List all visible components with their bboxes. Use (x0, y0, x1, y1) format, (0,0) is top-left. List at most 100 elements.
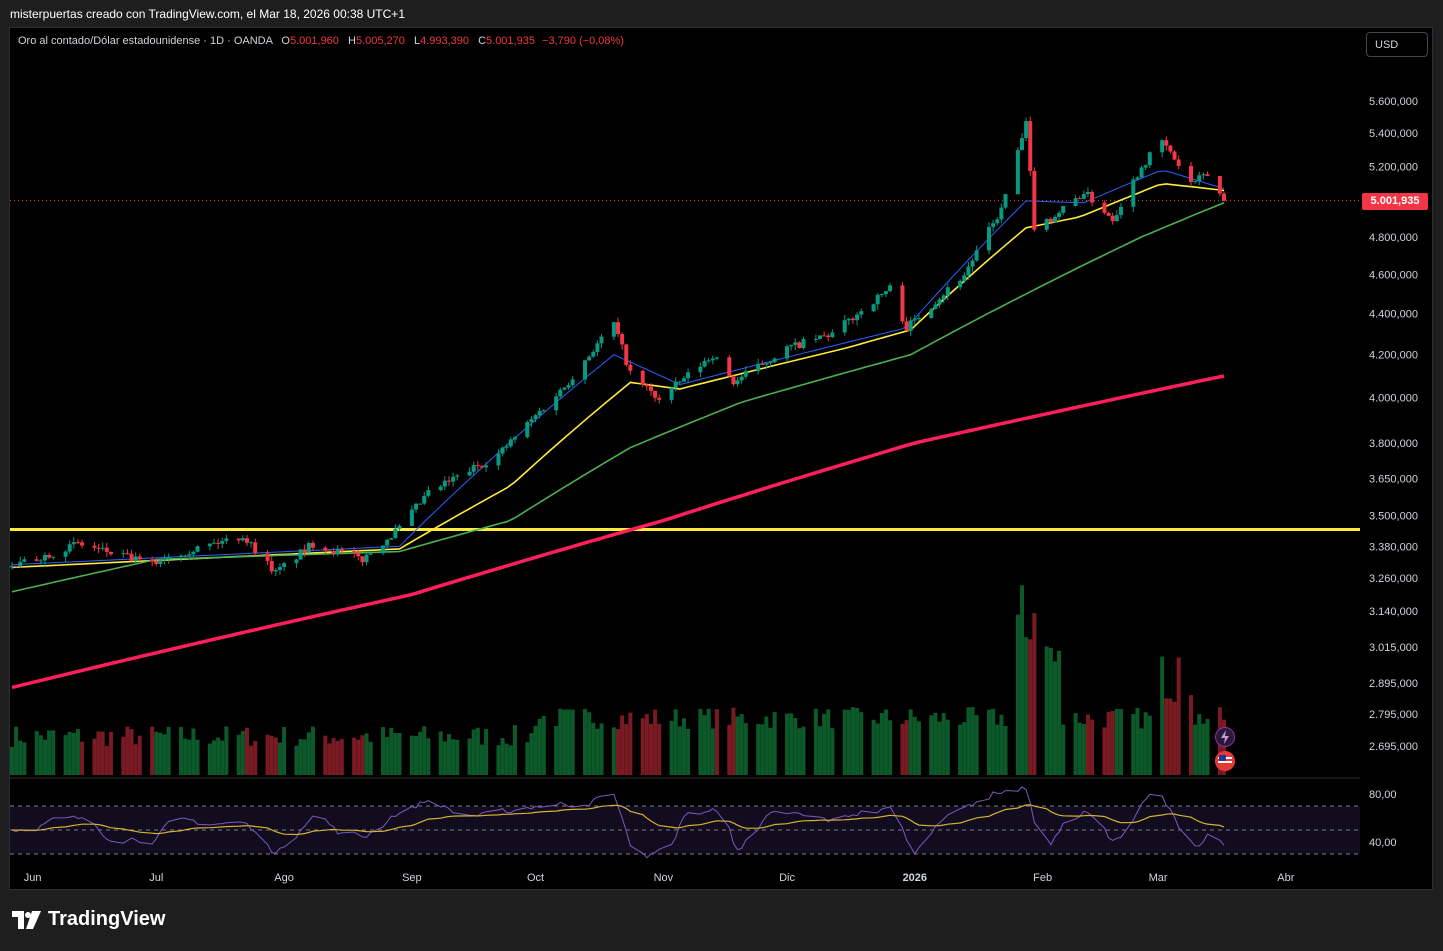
volume-bar (937, 721, 942, 775)
currency-button[interactable]: USD (1366, 32, 1428, 57)
price-tick-label: 3.140,000 (1369, 606, 1418, 618)
volume-bar (541, 715, 546, 775)
volume-bar (987, 709, 992, 775)
symbol-name[interactable]: Oro al contado/Dólar estadounidense · 1D… (18, 35, 273, 47)
volume-bar (554, 725, 559, 775)
volume-bar (640, 718, 645, 775)
candle-body (702, 360, 707, 367)
volume-bar (760, 724, 765, 775)
rsi-tick-label: 40,00 (1369, 837, 1397, 849)
volume-bar (970, 707, 975, 775)
volume-bar (1139, 728, 1144, 775)
volume-bar (677, 726, 682, 775)
volume-bar (240, 730, 245, 775)
volume-bar (323, 735, 328, 775)
candle-body (1222, 193, 1226, 201)
candle-body (451, 476, 456, 482)
candle-body (727, 357, 732, 376)
candle-body (504, 446, 509, 448)
candle-body (1131, 179, 1136, 207)
candle-body (512, 437, 517, 440)
candle-body (195, 546, 200, 552)
candle-body (599, 336, 604, 344)
candle-body (529, 419, 534, 423)
candle-body (859, 311, 864, 315)
volume-bar (129, 729, 134, 775)
candle-body (183, 555, 188, 557)
close-label: C (478, 35, 487, 47)
candle-body (1197, 175, 1202, 182)
volume-bar (508, 745, 513, 775)
candle-body (1139, 167, 1144, 178)
volume-bar (846, 710, 851, 775)
candle-body (958, 280, 963, 288)
volume-bar (10, 746, 14, 775)
volume-bar (698, 708, 703, 775)
candle-body (224, 538, 229, 541)
candle-body (1135, 177, 1140, 180)
rsi-tick-label: 80,00 (1369, 789, 1397, 801)
volume-bar (785, 713, 790, 775)
candle-body (912, 318, 917, 321)
volume-bar (471, 729, 476, 775)
volume-bar (529, 733, 534, 775)
candle-body (970, 260, 975, 267)
volume-bar (756, 724, 761, 775)
last-price-badge: 5.001,935 (1362, 193, 1428, 210)
volume-bar (1197, 714, 1202, 775)
candle-body (393, 528, 398, 539)
volume-bar (166, 726, 171, 775)
volume-bar (96, 731, 101, 775)
candle-body (426, 490, 431, 496)
volume-bar (1160, 656, 1165, 775)
volume-bar (1077, 722, 1082, 775)
volume-bar (702, 714, 707, 775)
volume-bar (179, 727, 184, 775)
volume-bar (1106, 711, 1111, 775)
volume-bar (587, 712, 592, 775)
candle-body (830, 332, 835, 338)
volume-bar (306, 732, 311, 775)
volume-bar (1024, 637, 1029, 775)
volume-bar (929, 715, 934, 775)
candle-body (611, 322, 616, 337)
candle-body (236, 538, 241, 541)
price-tick-label: 3.380,000 (1369, 541, 1418, 553)
volume-bar (908, 709, 913, 775)
candle-body (916, 318, 921, 320)
volume-bar (80, 741, 85, 775)
time-tick-label: Mar (1149, 872, 1168, 884)
volume-bar (137, 735, 142, 775)
time-tick-label: Oct (527, 872, 544, 884)
volume-bar (710, 728, 715, 775)
volume-bar (673, 709, 678, 775)
candle-body (883, 291, 888, 295)
candle-body (1164, 140, 1169, 146)
candle-body (673, 381, 678, 388)
candle-body (75, 542, 80, 544)
open-value: 5.001,960 (289, 35, 339, 47)
volume-bar (797, 728, 802, 775)
high-value: 5.005,270 (355, 35, 405, 47)
volume-bar (282, 727, 287, 775)
candle-body (1028, 121, 1033, 171)
volume-bar (900, 723, 905, 775)
candle-body (1160, 140, 1165, 153)
volume-bar (591, 722, 596, 775)
volume-bar (1201, 723, 1206, 775)
volume-bar (1032, 613, 1037, 775)
time-tick-label: Jul (149, 872, 163, 884)
volume-bar (100, 731, 105, 775)
candle-body (471, 465, 476, 472)
candle-body (1189, 165, 1194, 182)
candle-body (381, 545, 386, 554)
volume-bar (714, 709, 719, 775)
chart-caption: misterpuertas creado con TradingView.com… (10, 7, 405, 21)
us-flag-icon[interactable] (1215, 751, 1235, 771)
candle-body (38, 560, 43, 562)
symbol-legend: Oro al contado/Dólar estadounidense · 1D… (18, 35, 624, 47)
candle-body (669, 387, 674, 400)
lightning-icon[interactable] (1215, 727, 1235, 747)
candle-body (1201, 174, 1206, 176)
